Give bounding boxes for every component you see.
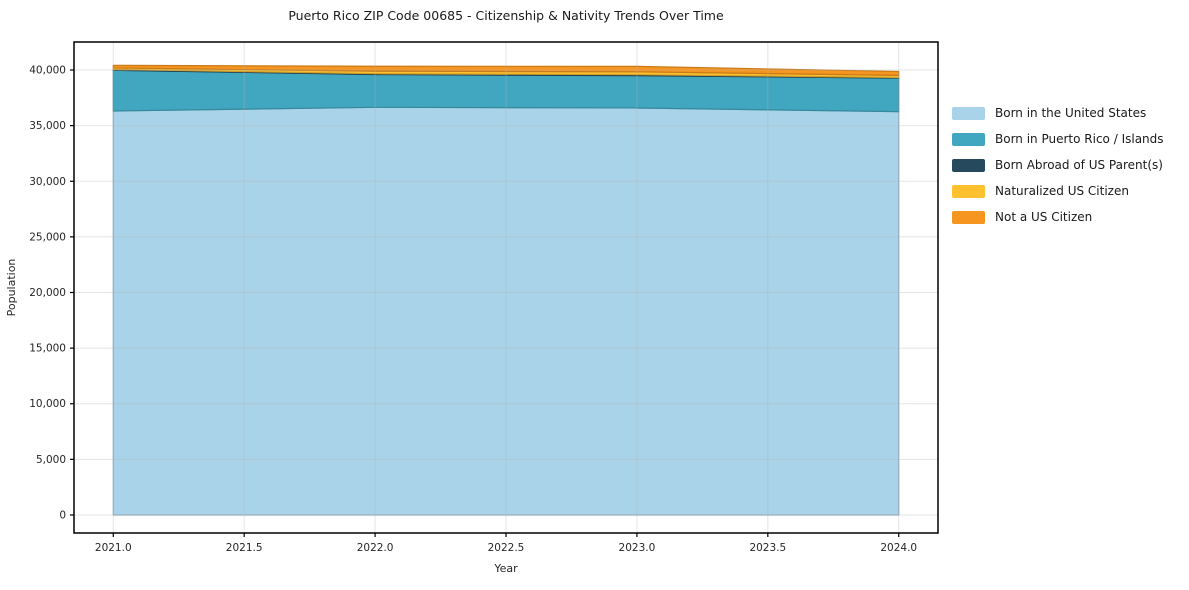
y-tick-label: 5,000 bbox=[36, 454, 66, 466]
legend-swatch-icon bbox=[952, 210, 985, 224]
legend-label: Born in Puerto Rico / Islands bbox=[995, 132, 1164, 146]
y-tick-label: 30,000 bbox=[29, 176, 66, 188]
legend-swatch-icon bbox=[952, 132, 985, 146]
chart-title: Puerto Rico ZIP Code 00685 - Citizenship… bbox=[288, 8, 724, 23]
legend-swatch-icon bbox=[952, 184, 985, 198]
y-tick-label: 0 bbox=[59, 509, 66, 521]
y-tick-label: 15,000 bbox=[29, 343, 66, 355]
x-tick-label: 2022.0 bbox=[357, 542, 394, 554]
legend-swatch-icon bbox=[952, 158, 985, 172]
legend-item: Not a US Citizen bbox=[952, 204, 1164, 230]
legend-item: Born Abroad of US Parent(s) bbox=[952, 152, 1164, 178]
y-tick-label: 40,000 bbox=[29, 65, 66, 77]
x-tick-label: 2022.5 bbox=[488, 542, 525, 554]
legend-label: Born Abroad of US Parent(s) bbox=[995, 158, 1163, 172]
legend-label: Naturalized US Citizen bbox=[995, 184, 1129, 198]
y-axis-label: Population bbox=[5, 259, 18, 317]
legend-label: Not a US Citizen bbox=[995, 210, 1093, 224]
x-tick-label: 2023.5 bbox=[749, 542, 786, 554]
y-tick-label: 20,000 bbox=[29, 287, 66, 299]
legend: Born in the United States Born in Puerto … bbox=[952, 100, 1164, 230]
y-tick-label: 25,000 bbox=[29, 231, 66, 243]
legend-item: Born in the United States bbox=[952, 100, 1164, 126]
x-tick-label: 2024.0 bbox=[880, 542, 917, 554]
x-tick-label: 2021.0 bbox=[95, 542, 132, 554]
x-tick-label: 2023.0 bbox=[619, 542, 656, 554]
x-axis-label: Year bbox=[493, 562, 518, 575]
y-tick-label: 35,000 bbox=[29, 120, 66, 132]
legend-label: Born in the United States bbox=[995, 106, 1147, 120]
legend-swatch-icon bbox=[952, 106, 985, 120]
area-series-4 bbox=[112, 64, 900, 76]
legend-item: Naturalized US Citizen bbox=[952, 178, 1164, 204]
y-tick-label: 10,000 bbox=[29, 398, 66, 410]
legend-item: Born in Puerto Rico / Islands bbox=[952, 126, 1164, 152]
x-tick-label: 2021.5 bbox=[226, 542, 263, 554]
